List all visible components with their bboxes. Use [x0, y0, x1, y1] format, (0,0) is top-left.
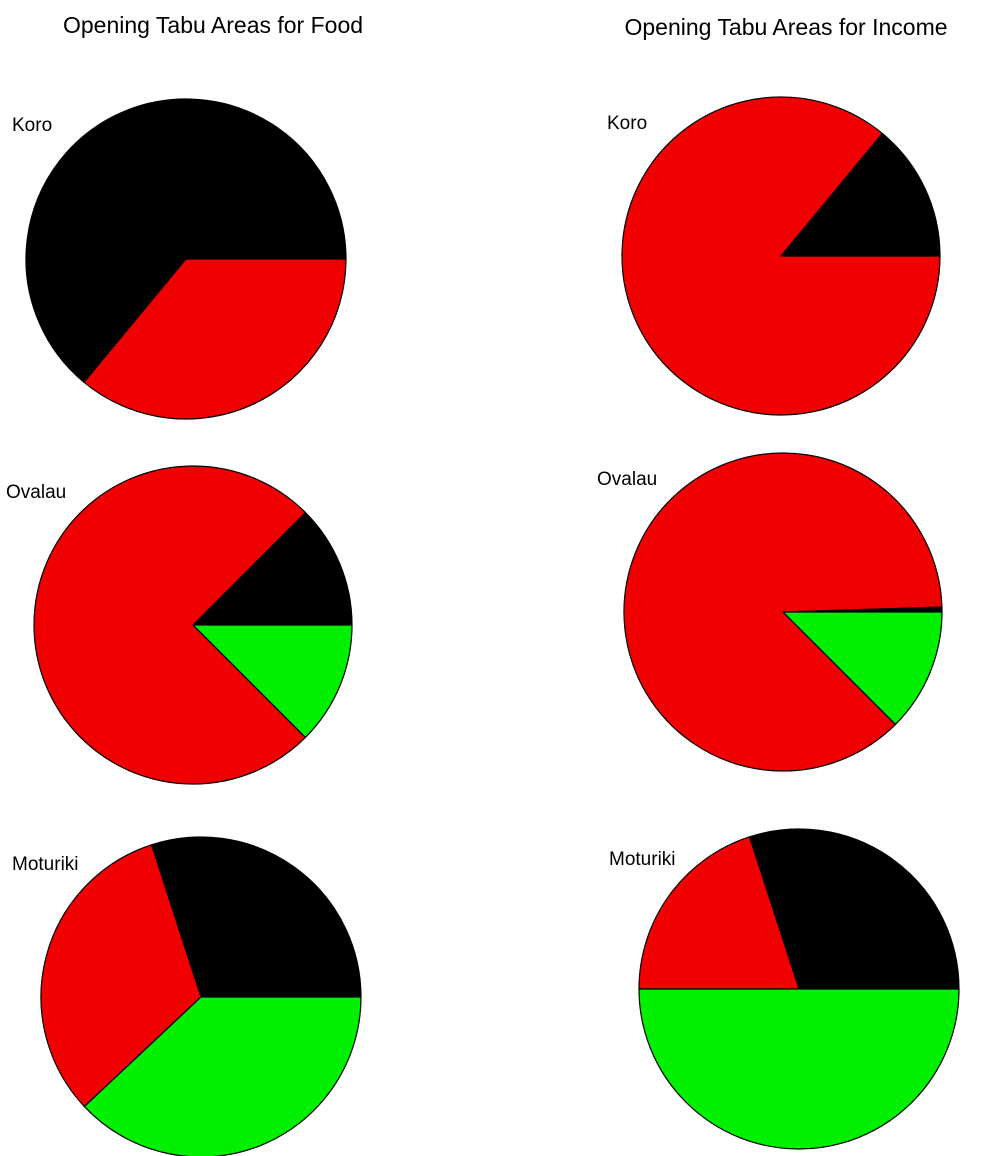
food-ovalau-slice-red — [33, 465, 307, 785]
income-moturiki-slice-red — [638, 836, 800, 990]
food-koro-slice-black — [25, 98, 347, 383]
food-pies: Koro Ovalau Moturiki — [6, 98, 362, 1156]
food-koro-pie: Koro — [12, 98, 347, 420]
food-ovalau-pie: Ovalau — [6, 465, 353, 785]
income-pies: Koro Ovalau Moturiki — [597, 96, 960, 1150]
income-ovalau-slice-green — [782, 611, 943, 726]
income-moturiki-pie: Moturiki — [609, 828, 960, 1150]
food-koro-label: Koro — [12, 115, 52, 136]
food-ovalau-slice-green — [192, 624, 353, 739]
income-moturiki-slice-green — [638, 988, 960, 1150]
food-moturiki-label: Moturiki — [12, 854, 79, 875]
income-koro-pie: Koro — [607, 96, 941, 416]
income-koro-slice-red — [621, 96, 941, 416]
income-koro-label: Koro — [607, 113, 647, 134]
income-ovalau-label: Ovalau — [597, 469, 657, 490]
food-moturiki-slice-green — [83, 996, 362, 1156]
food-moturiki-slice-red — [40, 844, 202, 1108]
income-column-title: Opening Tabu Areas for Income — [624, 14, 947, 40]
food-moturiki-pie: Moturiki — [12, 836, 362, 1156]
food-ovalau-slice-black — [192, 511, 353, 626]
income-koro-slice-black — [780, 132, 941, 257]
food-koro-slice-red — [83, 258, 347, 420]
food-column-title: Opening Tabu Areas for Food — [63, 12, 363, 38]
income-ovalau-pie: Ovalau — [597, 452, 943, 772]
income-moturiki-label: Moturiki — [609, 849, 676, 870]
food-ovalau-label: Ovalau — [6, 482, 66, 503]
income-moturiki-slice-black — [748, 828, 960, 990]
food-moturiki-slice-black — [150, 836, 362, 998]
